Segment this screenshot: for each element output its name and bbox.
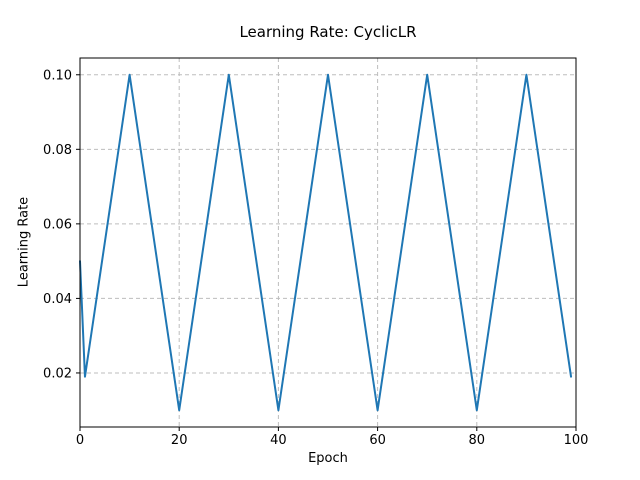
y-tick-label: 0.08 (43, 143, 72, 158)
axis-tick-labels: 0 20 40 60 80 100 0.02 0.04 0.06 0.08 0.10 (43, 68, 588, 448)
axis-ticks (76, 74, 577, 431)
x-tick-label: 60 (369, 433, 386, 448)
x-tick-label: 20 (171, 433, 188, 448)
x-axis-label: Epoch (308, 451, 348, 466)
y-tick-label: 0.02 (43, 366, 72, 381)
x-tick-label: 0 (76, 433, 84, 448)
x-tick-label: 100 (564, 433, 589, 448)
x-tick-label: 80 (469, 433, 486, 448)
y-tick-label: 0.10 (43, 68, 72, 83)
learning-rate-line (79, 73, 573, 412)
chart-title: Learning Rate: CyclicLR (239, 23, 417, 41)
y-tick-label: 0.06 (43, 217, 72, 232)
axes-spines (79, 57, 577, 428)
x-tick-label: 40 (270, 433, 287, 448)
y-tick-label: 0.04 (43, 292, 72, 307)
y-axis-label: Learning Rate (16, 196, 32, 288)
